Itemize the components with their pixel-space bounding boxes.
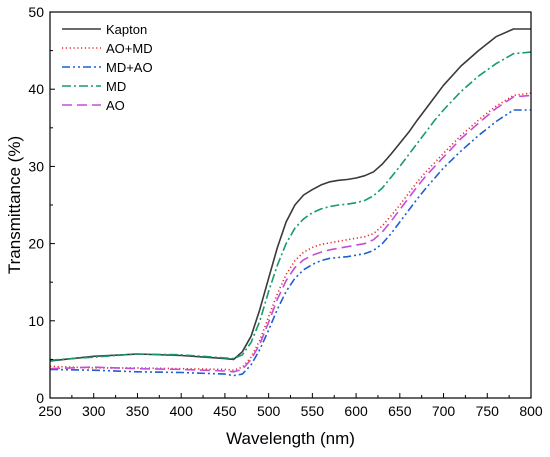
legend-label-md: MD — [106, 79, 126, 94]
x-tick-label: 600 — [344, 403, 368, 419]
y-tick-label: 10 — [28, 313, 44, 329]
series-line-ao-md — [49, 92, 532, 371]
x-tick-label: 800 — [519, 403, 543, 419]
x-tick-label: 750 — [476, 403, 500, 419]
x-tick-label: 450 — [213, 403, 237, 419]
x-tick-label: 500 — [257, 403, 281, 419]
series-line-md — [49, 51, 532, 361]
y-axis-title: Transmittance (%) — [5, 136, 24, 274]
y-tick-label: 20 — [28, 236, 44, 252]
x-ticks: 250 300 350 400 450 500 550 600 650 700 750 800 — [38, 393, 543, 419]
series-line-kapton — [49, 28, 531, 362]
legend: Kapton AO+MD MD+AO MD AO — [62, 22, 153, 113]
series-layer — [49, 28, 532, 377]
y-ticks: 0 10 20 30 40 50 — [28, 4, 55, 406]
y-tick-label: 40 — [28, 81, 44, 97]
legend-label-ao: AO — [106, 98, 125, 113]
x-tick-label: 350 — [126, 403, 150, 419]
legend-label-ao-md: AO+MD — [106, 41, 153, 56]
x-tick-label: 300 — [82, 403, 106, 419]
legend-label-kapton: Kapton — [106, 22, 147, 37]
x-axis-title: Wavelength (nm) — [226, 429, 355, 448]
y-tick-label: 50 — [28, 4, 44, 20]
series-line-ao — [49, 94, 532, 373]
y-tick-label: 30 — [28, 158, 44, 174]
x-tick-label: 700 — [432, 403, 456, 419]
x-tick-label: 650 — [388, 403, 412, 419]
x-tick-label: 400 — [170, 403, 194, 419]
legend-label-md-ao: MD+AO — [106, 60, 153, 75]
x-tick-label: 250 — [38, 403, 62, 419]
x-tick-label: 550 — [301, 403, 325, 419]
series-line-md-ao — [49, 109, 531, 377]
y-tick-label: 0 — [36, 390, 44, 406]
